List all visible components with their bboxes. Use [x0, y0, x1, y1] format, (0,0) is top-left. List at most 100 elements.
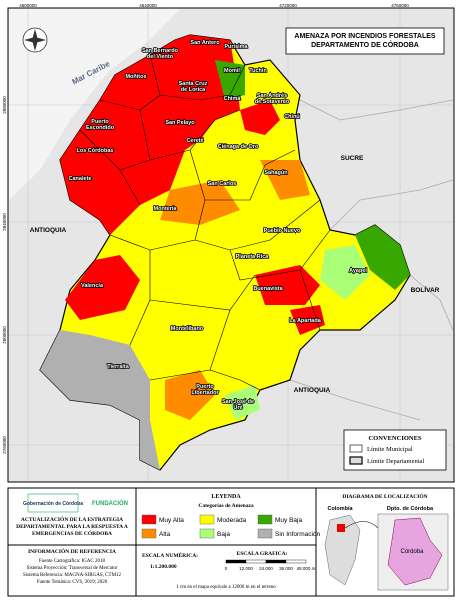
x-coordinate: 4640000	[139, 3, 157, 8]
municipality-label: Valencia	[81, 283, 104, 289]
very-low-zone	[215, 60, 245, 100]
municipality-label: Ciénaga de Oro	[218, 144, 259, 150]
y-coordinate: 2840000	[2, 213, 7, 231]
municipality-label: Montería	[154, 206, 178, 212]
graphic-scale-title: ESCALA GRAFICA:	[237, 551, 288, 557]
municipality-label: San Carlos	[208, 181, 237, 187]
reference-title: INFORMACIÓN DE REFERENCIA	[28, 547, 116, 555]
foundation-logo: FUNDACIÓN	[92, 499, 128, 507]
map-title: AMENAZA POR INCENDIOS FORESTALES DEPARTAM…	[294, 33, 436, 49]
location-label: Colombia	[327, 506, 353, 512]
high-zone	[240, 100, 280, 135]
legend-label: Baja	[217, 531, 230, 538]
municipality-label: Montelíbano	[171, 326, 204, 332]
scale-label: 12.000	[239, 566, 253, 571]
logo-text: Gobernación de Córdoba	[23, 501, 83, 507]
title-box	[285, 27, 445, 55]
alta-zone	[165, 370, 215, 420]
alta-zone	[260, 160, 310, 200]
locator-arrow	[344, 521, 379, 529]
legend-swatch	[199, 514, 215, 525]
municipality-label: Chimá	[224, 96, 242, 102]
municipality-label: Puerto Libertador	[191, 384, 219, 396]
municipality-label: San Bernardo del Viento	[142, 48, 179, 60]
x-coordinate: 4760000	[391, 3, 409, 8]
municipality-label: Cereté	[186, 138, 203, 144]
legend-label: Sin Información	[275, 531, 321, 538]
location-title: DIAGRAMA DE LOCALIZACIÓN	[342, 492, 427, 500]
legend-swatch	[349, 444, 363, 453]
north-arrow	[24, 29, 46, 51]
conventions-title: CONVENCIONES	[368, 435, 421, 442]
y-coordinate: 2800000	[2, 326, 7, 344]
colombia-shape	[324, 514, 361, 586]
legend-label: Moderada	[217, 517, 247, 524]
x-coordinate: 4600000	[19, 3, 37, 8]
high-zone	[60, 35, 240, 235]
legend-swatch	[349, 456, 363, 465]
region-label: ANTIOQUIA	[30, 227, 67, 234]
region-label: ANTIOQUIA	[294, 387, 331, 394]
municipality-label: Pueblo Nuevo	[264, 228, 301, 234]
municipality-label: Moñitos	[125, 74, 146, 80]
municipality-label: Momil	[224, 68, 240, 74]
municipality-label: San José de Uré	[222, 399, 254, 411]
municipality-label: Purísima	[224, 44, 248, 50]
high-zone	[290, 305, 325, 335]
scale-note: 1 cm en el mapa equivale a 12000 m en el…	[176, 585, 276, 590]
logo	[27, 493, 79, 513]
municipality-label: Tuchín	[249, 68, 267, 74]
no-info-zone	[40, 330, 160, 470]
alta-zone	[160, 180, 240, 225]
municipality-label: Chinú	[284, 114, 300, 120]
municipality-label: Santa Cruz de Lorica	[179, 81, 208, 93]
numeric-scale: 1:1.200.000	[150, 564, 177, 570]
region-label: BOLÍVAR	[411, 285, 440, 294]
legend-title: LEYENDA	[211, 494, 241, 500]
reference-line: Fuente Temática: CVS, 2019; 2020	[37, 580, 108, 585]
reference-line: Sistema Proyección: Transversal de Merca…	[27, 566, 118, 571]
scale-label: 36.000	[279, 566, 293, 571]
region-label: SUCRE	[341, 155, 364, 162]
legend-subtitle: Categorías de Amenaza	[198, 503, 254, 509]
legend-swatch	[257, 514, 273, 525]
convention-label: Límite Departamental	[367, 458, 424, 465]
project-title: ACTUALIZACIÓN DE LA ESTRATEGIA DEPARTAMEN…	[16, 515, 128, 537]
very-low-zone	[355, 225, 410, 290]
municipality-label: Tierralta	[107, 364, 130, 370]
sea	[9, 9, 180, 200]
municipality-label: Sahagún	[264, 170, 288, 176]
legend-label: Muy Alta	[159, 517, 184, 524]
legend-label: Muy Baja	[275, 517, 302, 524]
legend-swatch	[141, 514, 157, 525]
numeric-scale-title: ESCALA NUMÉRICA:	[142, 551, 198, 559]
neighbor-boundaries	[289, 99, 454, 421]
scale-label: 24.000	[259, 566, 273, 571]
municipality-label: Buenavista	[253, 286, 283, 292]
scale-segment	[265, 559, 287, 564]
municipality-label: La Apartada	[289, 318, 322, 324]
locator	[337, 524, 345, 532]
scale-segment	[225, 559, 247, 564]
municipal-boundaries	[79, 54, 331, 391]
municipality-label: Los Córdobas	[77, 148, 114, 154]
y-coordinate: 2880000	[2, 96, 7, 114]
scale-segment	[245, 559, 267, 564]
municipality-label: San Antero	[190, 40, 220, 46]
legend-swatch	[141, 528, 157, 539]
high-zone	[65, 255, 140, 320]
legend-swatch	[257, 528, 273, 539]
location-label: Córdoba	[400, 549, 424, 555]
municipality-label: San Pelayo	[165, 120, 195, 126]
location-label: Dpto. de Córdoba	[387, 506, 434, 512]
low-zone	[320, 245, 370, 300]
low-zone	[225, 385, 260, 420]
municipality-label: Planeta Rica	[236, 254, 270, 260]
y-coordinate: 2760000	[2, 436, 7, 454]
x-coordinate: 4720000	[279, 3, 297, 8]
municipality-label: San Andrés de Sotavento	[255, 93, 290, 105]
convention-label: Límite Municipal	[367, 446, 413, 453]
municipality-label: Ayapel	[349, 268, 367, 274]
